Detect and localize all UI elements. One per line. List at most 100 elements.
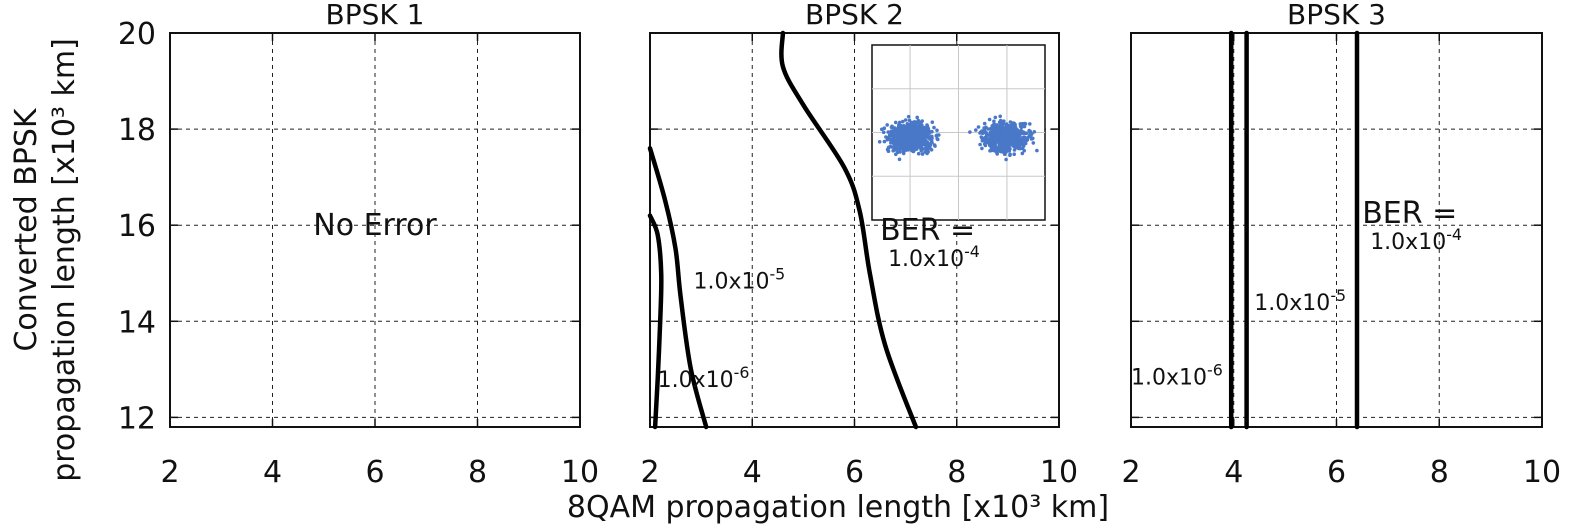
inset-point	[924, 146, 929, 150]
inset-point	[906, 114, 911, 119]
x-tick-label: 10	[561, 455, 599, 490]
inset-point	[1000, 125, 1005, 129]
inset-point	[1016, 134, 1020, 139]
x-tick-label: 4	[743, 455, 762, 490]
inset-point	[974, 128, 978, 132]
inset-point	[990, 124, 994, 128]
inset-point	[993, 136, 997, 140]
panel-title: BPSK 2	[805, 0, 904, 31]
inset-point	[929, 148, 934, 152]
x-axis-label: 8QAM propagation length [x10³ km]	[567, 490, 1109, 525]
inset-point	[936, 137, 940, 142]
inset-point	[910, 138, 915, 142]
inset-point	[914, 124, 919, 129]
contour-line-1	[647, 213, 664, 430]
inset-point	[999, 137, 1003, 141]
inset-point	[992, 132, 996, 137]
x-tick-label: 8	[947, 455, 966, 490]
inset-point	[934, 133, 939, 138]
inset-point	[1005, 131, 1009, 136]
x-tick-label: 10	[1523, 455, 1561, 490]
inset-point	[1008, 146, 1012, 151]
inset-point	[1030, 132, 1034, 136]
inset-point	[901, 133, 905, 137]
x-tick-label: 8	[1430, 455, 1449, 490]
inset-point	[922, 134, 926, 139]
inset-point	[910, 146, 914, 151]
inset-point	[1019, 129, 1023, 134]
inset-point	[933, 144, 937, 148]
inset-point	[926, 135, 930, 139]
inset-point	[989, 136, 994, 140]
inset-point	[919, 138, 923, 142]
inset-point	[980, 129, 984, 133]
inset-point	[1005, 145, 1009, 150]
inset-point	[1008, 153, 1012, 158]
inset-point	[988, 149, 992, 153]
inset-point	[1002, 152, 1007, 156]
inset-point	[891, 148, 895, 153]
inset-point	[935, 128, 939, 133]
y-tick-label: 18	[118, 113, 156, 148]
inset-point	[907, 118, 912, 123]
inset-point	[918, 120, 923, 125]
inset-point	[1020, 151, 1025, 156]
inset-point	[1012, 125, 1017, 129]
inset-point	[906, 133, 910, 137]
inset-point	[1012, 121, 1016, 126]
inset-point	[998, 123, 1003, 127]
panel-title: BPSK 3	[1287, 0, 1386, 31]
y-tick-label: 14	[118, 305, 156, 340]
inset-point	[920, 131, 924, 136]
inset-point	[915, 115, 919, 120]
inset-point	[889, 140, 893, 145]
inset-point	[996, 147, 1001, 151]
inset-point	[910, 125, 915, 130]
inset-point	[930, 134, 934, 139]
inset-point	[1007, 143, 1012, 147]
inset-point	[1032, 130, 1037, 134]
inset-point	[890, 125, 895, 129]
inset-point	[1021, 144, 1026, 148]
inset-point	[913, 138, 918, 142]
panel-3: 2 4 6 8 10 BPSK 3 1.0x10-6 1.0x10-5 BER =1.0x10-…	[1121, 0, 1561, 490]
inset-point	[1018, 140, 1022, 145]
inset-point	[1022, 122, 1027, 126]
inset-point	[1018, 122, 1023, 126]
annotation-ber-value: 1.0x10-4	[888, 242, 980, 273]
inset-point	[1024, 131, 1029, 135]
annotation-text: No Error	[313, 208, 437, 243]
y-tick-label: 12	[118, 401, 156, 436]
inset-point	[882, 126, 887, 130]
annotation-ber-value: 1.0x10-6	[658, 362, 750, 393]
x-tick-label: 6	[845, 455, 864, 490]
x-tick-label: 4	[263, 455, 282, 490]
inset-point	[929, 139, 934, 144]
inset-point	[927, 129, 931, 134]
inset-point	[978, 142, 982, 147]
inset-point	[911, 134, 915, 139]
y-axis-label: Converted BPSK propagation length [x10³ …	[9, 38, 82, 482]
contour-line-3	[779, 30, 919, 430]
inset-point	[915, 145, 919, 149]
inset-point	[1011, 133, 1016, 138]
inset-point	[1000, 134, 1005, 138]
inset-point	[895, 150, 900, 155]
inset-point	[919, 148, 923, 153]
inset-point	[930, 120, 935, 124]
inset-point	[897, 120, 902, 125]
inset-point	[898, 131, 902, 135]
panels: 2 4 6 8 10 12 14 16 18 20 BPSK 1 No Error 2 4 6 8 10 BPSK…	[118, 0, 1561, 490]
y-tick-label: 20	[118, 17, 156, 52]
inset-point	[995, 152, 999, 156]
inset-point	[996, 129, 1001, 134]
inset-point	[918, 146, 922, 150]
inset-point	[993, 115, 998, 120]
inset-point	[909, 140, 913, 145]
inset-point	[912, 129, 916, 134]
inset-point	[1002, 141, 1007, 146]
panel-2: 2 4 6 8 10 BPSK 2 1.0x10-6 1.0x10-5 BER =1.0x10-…	[640, 0, 1078, 490]
inset-cluster-1	[877, 114, 941, 162]
inset-point	[925, 124, 930, 129]
